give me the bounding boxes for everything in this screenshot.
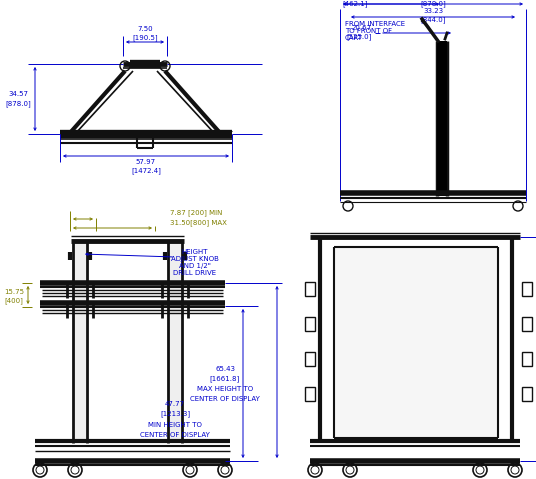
Text: [1661.8]: [1661.8] [210, 376, 240, 382]
Bar [522, 317, 532, 331]
Text: 20.67: 20.67 [352, 25, 372, 31]
Text: CENTER OF DISPLAY: CENTER OF DISPLAY [140, 432, 210, 438]
Text: [844.0]: [844.0] [420, 17, 446, 23]
Text: [1472.4]: [1472.4] [131, 168, 161, 174]
Text: 15.75: 15.75 [4, 289, 24, 295]
Text: 7.50: 7.50 [137, 26, 153, 32]
Text: 57.97: 57.97 [136, 159, 156, 165]
Bar [334, 247, 498, 438]
Text: [878.0]: [878.0] [420, 0, 446, 7]
Text: FROM INTERFACE
TO FRONT OF
CART: FROM INTERFACE TO FRONT OF CART [345, 21, 405, 41]
Text: 7.87 [200] MIN: 7.87 [200] MIN [170, 210, 222, 217]
Bar [74, 241, 86, 443]
Bar [437, 41, 447, 196]
Text: CENTER OF DISPLAY: CENTER OF DISPLAY [190, 396, 260, 402]
Text: 33.23: 33.23 [423, 8, 443, 14]
Bar [305, 282, 315, 296]
Bar [305, 317, 315, 331]
Text: 65.43: 65.43 [215, 366, 235, 372]
Text: [190.5]: [190.5] [132, 34, 158, 41]
Text: HEIGHT
ADJUST KNOB
AND 1/2"
DRILL DRIVE: HEIGHT ADJUST KNOB AND 1/2" DRILL DRIVE [171, 249, 219, 276]
Bar [305, 352, 315, 366]
Text: [525.0]: [525.0] [347, 34, 372, 40]
Bar [522, 387, 532, 401]
Text: MIN HEIGHT TO: MIN HEIGHT TO [148, 422, 202, 428]
Text: [400]: [400] [5, 297, 24, 304]
Text: 34.57: 34.57 [8, 91, 28, 97]
Text: [1213.3]: [1213.3] [160, 411, 190, 417]
Text: [878.0]: [878.0] [5, 101, 31, 107]
Text: 47.77: 47.77 [165, 401, 185, 407]
Bar [305, 387, 315, 401]
Text: 31.50[800] MAX: 31.50[800] MAX [170, 220, 227, 227]
Text: [462.1]: [462.1] [343, 0, 368, 7]
Bar [169, 241, 181, 443]
Bar [522, 282, 532, 296]
Text: MAX HEIGHT TO: MAX HEIGHT TO [197, 386, 253, 392]
Bar [522, 352, 532, 366]
